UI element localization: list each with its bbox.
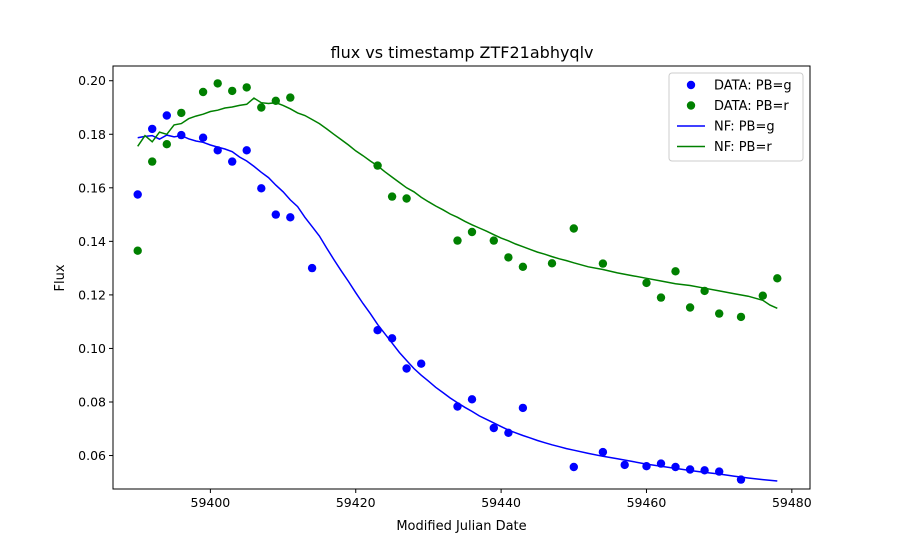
data-point bbox=[417, 359, 426, 368]
legend-marker-swatch bbox=[686, 80, 696, 90]
data-point bbox=[242, 146, 251, 155]
data-point bbox=[518, 403, 528, 413]
legend-item: DATA: PB=g bbox=[686, 79, 792, 94]
data-point bbox=[257, 184, 266, 193]
series-line bbox=[137, 97, 778, 309]
series-line bbox=[137, 134, 778, 482]
data-point bbox=[685, 303, 695, 312]
data-point bbox=[242, 83, 251, 92]
legend-label: DATA: PB=g bbox=[714, 79, 792, 94]
data-point bbox=[257, 103, 266, 112]
legend-label: NF: PB=g bbox=[714, 120, 775, 135]
data-point bbox=[286, 93, 295, 102]
data-point bbox=[228, 157, 237, 166]
data-point bbox=[736, 312, 746, 322]
x-tick-label: 59480 bbox=[772, 495, 812, 510]
series-layer bbox=[133, 79, 782, 484]
legend: DATA: PB=g DATA: PB=r NF: PB=g NF: PB=r bbox=[668, 72, 804, 162]
y-axis-ticks: 0.06 0.08 0.10 0.12 0.14 0.16 0.18 0.20 bbox=[78, 73, 113, 463]
series-data-pb-r bbox=[133, 79, 782, 322]
data-point bbox=[547, 259, 557, 268]
data-point bbox=[671, 462, 680, 472]
data-point bbox=[489, 423, 498, 433]
data-point bbox=[569, 224, 578, 233]
x-tick-label: 59440 bbox=[481, 495, 521, 510]
y-axis-label: Flux bbox=[53, 264, 68, 291]
data-point bbox=[148, 157, 157, 166]
axes-frame bbox=[112, 65, 811, 490]
series-nf-pb-r bbox=[137, 97, 778, 309]
x-axis-ticks: 59400 59420 59440 59460 59480 bbox=[191, 489, 812, 510]
data-point bbox=[598, 259, 608, 268]
legend-label: DATA: PB=r bbox=[714, 99, 789, 114]
data-point bbox=[162, 111, 171, 120]
y-tick-label: 0.12 bbox=[78, 287, 106, 302]
data-point bbox=[656, 293, 666, 302]
y-tick-label: 0.18 bbox=[78, 127, 106, 142]
y-tick-label: 0.10 bbox=[78, 341, 106, 356]
data-point bbox=[148, 124, 157, 134]
y-tick-label: 0.08 bbox=[78, 394, 106, 409]
data-point bbox=[671, 267, 680, 276]
legend-item: DATA: PB=r bbox=[686, 99, 789, 114]
data-point bbox=[387, 192, 397, 201]
data-point bbox=[598, 447, 608, 457]
data-point bbox=[773, 274, 782, 283]
data-point bbox=[467, 227, 477, 237]
data-point bbox=[286, 213, 295, 222]
data-point bbox=[642, 278, 651, 288]
x-tick-label: 59460 bbox=[627, 495, 667, 510]
y-tick-label: 0.06 bbox=[78, 448, 106, 463]
data-point bbox=[518, 262, 528, 271]
x-tick-label: 59420 bbox=[336, 495, 376, 510]
data-point bbox=[307, 263, 317, 273]
data-point bbox=[177, 108, 186, 118]
data-point bbox=[162, 140, 171, 149]
data-point bbox=[569, 462, 578, 472]
legend-marker-swatch bbox=[686, 101, 696, 110]
data-point bbox=[198, 133, 208, 142]
legend-item: NF: PB=r bbox=[677, 140, 772, 155]
data-point bbox=[198, 87, 208, 97]
chart-title: flux vs timestamp ZTF21abhyqlv bbox=[331, 43, 594, 62]
data-point bbox=[228, 86, 237, 96]
data-point bbox=[402, 364, 411, 373]
data-point bbox=[453, 236, 462, 245]
data-point bbox=[685, 465, 695, 474]
legend-item: NF: PB=g bbox=[677, 120, 775, 135]
series-nf-pb-g bbox=[137, 134, 778, 482]
legend-box bbox=[668, 72, 804, 162]
x-tick-label: 59400 bbox=[191, 495, 231, 510]
data-point bbox=[271, 210, 280, 219]
legend-label: NF: PB=r bbox=[714, 140, 772, 155]
y-tick-label: 0.14 bbox=[78, 234, 106, 249]
data-point bbox=[715, 309, 724, 318]
data-point bbox=[620, 460, 629, 470]
data-point bbox=[489, 236, 498, 245]
data-point bbox=[402, 194, 411, 203]
data-point bbox=[133, 246, 142, 255]
data-point bbox=[758, 291, 767, 300]
data-point bbox=[467, 395, 477, 404]
data-point bbox=[504, 253, 513, 262]
x-axis-label: Modified Julian Date bbox=[396, 519, 526, 534]
data-point bbox=[133, 190, 142, 199]
data-point bbox=[213, 79, 222, 88]
y-tick-label: 0.16 bbox=[78, 180, 106, 195]
y-tick-label: 0.20 bbox=[78, 73, 106, 88]
